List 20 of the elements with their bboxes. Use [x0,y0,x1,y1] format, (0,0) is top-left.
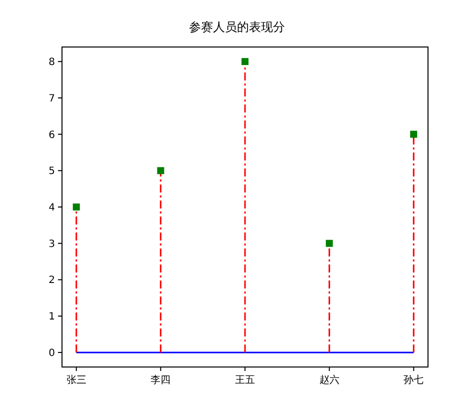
y-tick-label: 4 [48,202,55,214]
x-tick-label: 孙七 [404,374,424,386]
y-tick-label: 5 [48,166,55,178]
x-tick-label: 王五 [235,375,255,386]
y-tick-label: 2 [48,275,55,286]
y-tick-label: 3 [48,238,55,250]
y-tick-label: 7 [48,93,55,104]
y-tick-label: 6 [48,130,55,141]
y-tick-label: 0 [48,348,55,359]
point [242,58,248,66]
point [326,240,333,247]
x-tick-label: 李四 [150,374,171,386]
point [157,167,164,174]
x-tick-label: 赵六 [319,374,340,386]
point [72,204,80,210]
chart-title: 参赛人员的表现分 [189,20,285,34]
y-tick-label: 1 [48,312,55,323]
x-tick-label: 张三 [66,374,86,386]
y-tick-label: 8 [48,57,55,68]
point [410,130,418,138]
